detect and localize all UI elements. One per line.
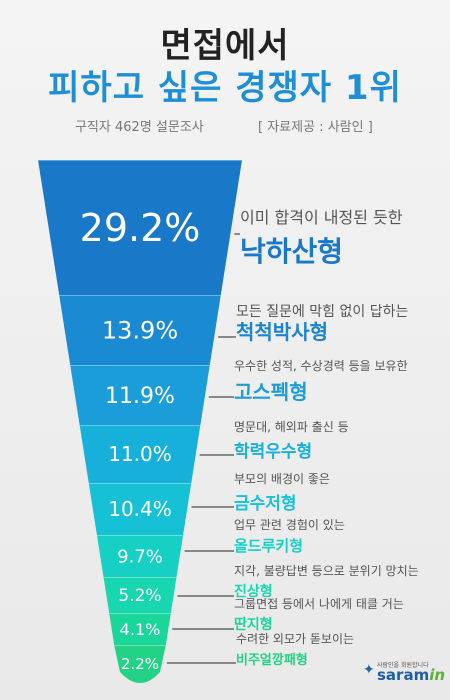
- funnel-segment: [96, 535, 184, 577]
- funnel-value-label: 5.2%: [118, 586, 161, 606]
- competitor-description: 모든 질문에 막힘 없이 답하는: [236, 304, 409, 320]
- competitor-description: 지각, 불량답변 등으로 분위기 망치는: [234, 564, 419, 578]
- funnel-value-label: 11.0%: [108, 442, 172, 466]
- funnel-value-label: 9.7%: [117, 546, 163, 567]
- competitor-description: 업무 관련 경험이 있는: [234, 518, 345, 532]
- funnel-segment: [109, 613, 171, 645]
- funnel-value-label: 13.9%: [102, 317, 178, 345]
- funnel-segment: [88, 483, 192, 535]
- funnel-segment: [79, 425, 201, 483]
- competitor-type-name: 금수저형: [234, 494, 297, 515]
- funnel-value-label: 10.4%: [108, 497, 172, 521]
- competitor-type-name: 딴지형: [234, 617, 273, 634]
- competitor-type-name: 학력우수형: [234, 442, 313, 463]
- funnel-value-label: 4.1%: [120, 620, 161, 639]
- competitor-type-name: 올드루키형: [234, 537, 304, 556]
- logo-star-icon: ✦: [363, 662, 375, 678]
- survey-subtitle: 구직자 462명 설문조사: [75, 120, 204, 135]
- competitor-description: 그룹면접 등에서 나에게 태클 거는: [234, 597, 404, 611]
- funnel-value-label: 29.2%: [80, 206, 201, 250]
- competitor-description: 수려한 외모가 돋보이는: [236, 632, 355, 646]
- competitor-description: 명문대, 해외파 출신 등: [234, 420, 349, 434]
- funnel-segment: [38, 160, 242, 295]
- logo-tagline: 사람인을 회원합니다: [377, 662, 429, 669]
- logo-brand: saramin: [377, 666, 446, 684]
- competitor-type-name: 진상형: [234, 584, 273, 601]
- funnel-segment: [70, 365, 210, 425]
- funnel-segment: [114, 645, 166, 683]
- funnel-value-label: 2.2%: [121, 655, 159, 673]
- competitor-type-name: 척척박사형: [236, 320, 328, 344]
- page-title-line2: 피하고 싶은 경쟁자 1위: [48, 68, 402, 108]
- competitor-type-name: 고스펙형: [234, 380, 308, 404]
- funnel-value-label: 11.9%: [105, 384, 175, 409]
- competitor-type-name: 비주얼깡패형: [236, 653, 308, 669]
- competitor-type-name: 낙하산형: [240, 235, 344, 268]
- competitor-description: 우수한 성적, 수상경력 등을 보유한: [234, 359, 408, 373]
- competitor-description: 이미 합격이 내정된 듯한: [240, 208, 403, 227]
- funnel-segment: [103, 577, 177, 613]
- page-title-line1: 면접에서: [160, 26, 290, 66]
- funnel-segment: [59, 295, 221, 365]
- data-source: [ 자료제공 : 사람인 ]: [258, 120, 373, 135]
- competitor-description: 부모의 배경이 좋은: [234, 472, 330, 486]
